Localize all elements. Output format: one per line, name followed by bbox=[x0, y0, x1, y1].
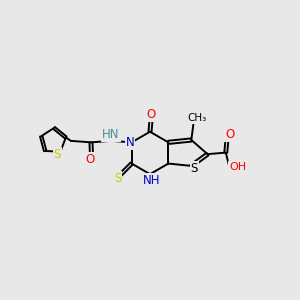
Text: S: S bbox=[190, 162, 198, 175]
Text: S: S bbox=[114, 172, 122, 185]
Text: NH: NH bbox=[143, 174, 160, 187]
Text: O: O bbox=[85, 153, 95, 166]
Text: OH: OH bbox=[229, 162, 246, 172]
Text: HN: HN bbox=[102, 128, 120, 141]
Text: N: N bbox=[126, 136, 134, 149]
Text: CH₃: CH₃ bbox=[188, 113, 207, 123]
Text: O: O bbox=[225, 128, 234, 142]
Text: S: S bbox=[54, 148, 61, 160]
Text: O: O bbox=[147, 108, 156, 121]
